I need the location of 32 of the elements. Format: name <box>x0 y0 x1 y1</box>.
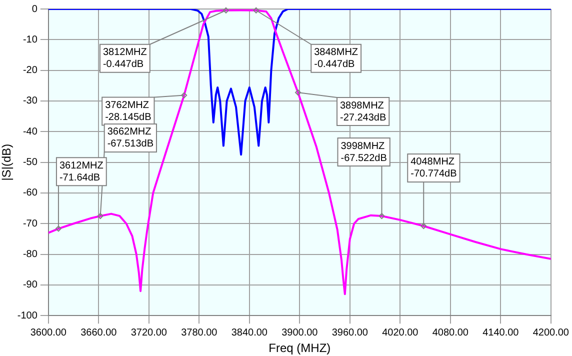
y-axis-title: |S|(dB) <box>0 144 14 181</box>
y-tick-label: -30 <box>22 96 38 107</box>
x-axis-title: Freq (MHZ) <box>268 341 331 356</box>
x-tick-label: 4020.00 <box>382 327 419 338</box>
y-tick-label: -70 <box>22 218 38 230</box>
annotation: 3898MHZ -27.243dB <box>340 100 386 124</box>
y-tick-label: -80 <box>22 249 38 260</box>
x-tick-label: 3720.00 <box>130 327 168 338</box>
y-tick-label: -100 <box>17 310 38 322</box>
annotation: 3662MHZ -67.513dB <box>107 126 154 150</box>
x-tick-label: 3660.00 <box>80 327 118 338</box>
x-tick-label: 3600.00 <box>30 327 67 338</box>
annotation: 3612MHZ -71.64dB <box>59 160 104 184</box>
annotation: 3848MHZ -0.447dB <box>314 47 358 70</box>
annotation: 4048MHZ -70.774dB <box>410 156 458 180</box>
x-tick-label: 4200.00 <box>532 327 570 338</box>
x-tick-label: 3840.00 <box>231 327 268 338</box>
y-tick-label: -40 <box>22 126 38 138</box>
annotation: 3812MHZ -0.447dB <box>102 47 147 70</box>
x-tick-label: 4080.00 <box>432 327 469 338</box>
x-tick-label: 4140.00 <box>482 327 520 338</box>
y-tick-label: -50 <box>22 157 38 168</box>
y-tick-label: -60 <box>22 188 38 199</box>
annotation: 3762MHZ -28.145dB <box>105 100 152 124</box>
x-tick-label: 3960.00 <box>332 327 368 338</box>
y-tick-label: -20 <box>22 65 38 76</box>
x-tick-label: 3900.00 <box>282 327 318 338</box>
y-tick-label: -90 <box>22 280 38 291</box>
annotation: 3998MHZ -67.522dB <box>340 140 388 164</box>
y-tick-label: -10 <box>22 34 38 46</box>
y-tick-label: 0 <box>32 4 38 15</box>
x-tick-label: 3780.00 <box>181 327 218 338</box>
